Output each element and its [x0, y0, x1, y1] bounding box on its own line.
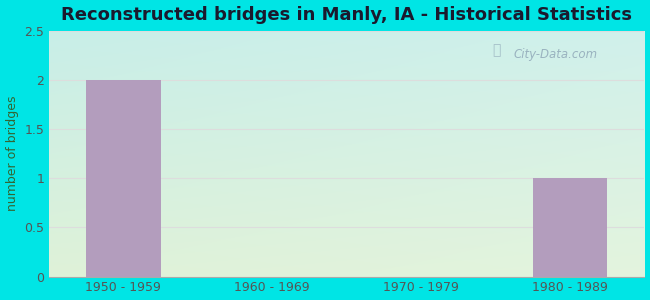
Y-axis label: number of bridges: number of bridges	[6, 96, 19, 212]
Title: Reconstructed bridges in Manly, IA - Historical Statistics: Reconstructed bridges in Manly, IA - His…	[61, 6, 632, 24]
Text: Ⓞ: Ⓞ	[493, 43, 501, 57]
Bar	[533, 178, 607, 277]
Bar	[86, 80, 161, 277]
Text: City-Data.com: City-Data.com	[514, 48, 597, 61]
